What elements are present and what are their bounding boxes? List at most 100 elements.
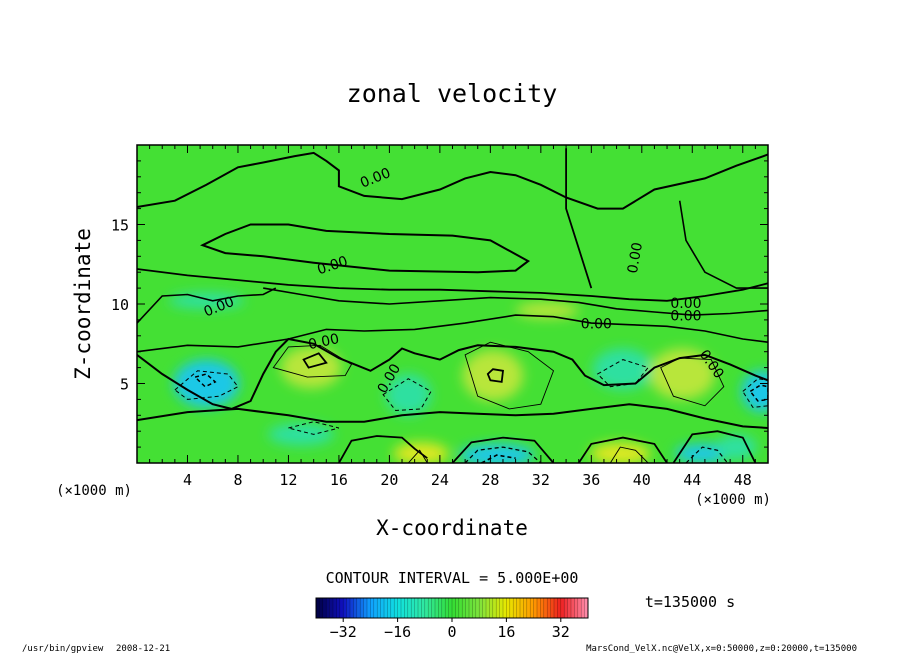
x-axis-ticks: 4 8 12 16 20 24 28 32 36 40 44 48 — [149, 145, 756, 489]
x-tick-label: 20 — [380, 471, 398, 489]
colorbar-cell — [428, 598, 432, 618]
contour-line — [382, 378, 432, 412]
contour-line — [486, 368, 504, 383]
colorbar-cell — [384, 598, 388, 618]
contour-line — [137, 314, 768, 353]
colorbar-cell — [513, 598, 517, 618]
contour-line — [272, 344, 353, 378]
colorbar-cell — [503, 598, 507, 618]
colorbar-cell — [472, 598, 477, 618]
colorbar-cell — [523, 598, 528, 618]
colorbar-cell — [326, 598, 330, 618]
colorbar-cell — [336, 598, 341, 618]
colorbar-cell — [360, 598, 364, 618]
field-blob — [649, 348, 715, 400]
field-blob — [716, 434, 757, 460]
x-tick-label: 4 — [183, 471, 192, 489]
colorbar-cell — [319, 598, 324, 618]
colorbar-cell — [346, 598, 351, 618]
colorbar-cell — [537, 598, 541, 618]
colorbar-cell — [574, 598, 579, 618]
colorbar-cell — [452, 598, 456, 618]
footer-source: MarsCond_VelX.nc@VelX,x=0:50000,z=0:2000… — [586, 644, 857, 654]
colorbar-cell — [516, 598, 521, 618]
colorbar-cell — [506, 598, 511, 618]
colorbar-cell — [482, 598, 487, 618]
colorbar-cell — [373, 598, 378, 618]
colorbar: −32 −16 0 16 32 — [315, 597, 589, 641]
colorbar-cell — [581, 598, 585, 618]
plot-area: 0.000.000.000.000.000.000.000.000.000.00… — [111, 144, 769, 489]
colorbar-cell — [418, 598, 422, 618]
x-axis-unit: (×1000 m) — [695, 492, 771, 508]
x-axis-label: X-coordinate — [376, 516, 528, 540]
y-axis-unit: (×1000 m) — [56, 483, 132, 499]
contour-line — [137, 151, 768, 210]
contour-line — [302, 352, 328, 369]
colorbar-cell — [533, 598, 538, 618]
colorbar-cell — [465, 598, 470, 618]
colorbar-cell — [584, 598, 589, 618]
contour-line — [193, 373, 217, 388]
contour-line — [200, 223, 531, 274]
colorbar-cell — [394, 598, 398, 618]
contour-label: 0.00 — [307, 331, 341, 353]
colorbar-cell — [367, 598, 371, 618]
contour-line — [660, 357, 725, 407]
field-blob — [590, 442, 651, 463]
colorbar-cell — [445, 598, 449, 618]
field-blob — [385, 373, 432, 416]
x-tick-label: 40 — [633, 471, 651, 489]
contour-label: 0.00 — [581, 317, 612, 333]
field-blob — [674, 443, 731, 463]
y-tick-label: 15 — [111, 217, 129, 235]
colorbar-cell — [424, 598, 429, 618]
field-blob — [168, 292, 245, 309]
x-tick-label: 12 — [279, 471, 297, 489]
contour-line — [577, 436, 668, 463]
colorbar-cell — [356, 598, 361, 618]
colorbar-cell — [438, 598, 443, 618]
contour-line — [749, 384, 768, 402]
colorbar-cell — [387, 598, 392, 618]
footer-program: /usr/bin/gpview — [22, 644, 104, 654]
colorbar-tick-label: −32 — [330, 623, 357, 641]
contour-line — [678, 200, 768, 289]
colorbar-cell — [401, 598, 405, 618]
field-blob — [462, 350, 524, 401]
contour-lines — [137, 148, 768, 463]
contour-line — [338, 435, 428, 463]
y-tick-label: 10 — [111, 296, 129, 314]
x-tick-label: 8 — [233, 471, 242, 489]
contour-label: 0.00 — [625, 241, 646, 274]
colorbar-cell — [550, 598, 555, 618]
colorbar-cell — [486, 598, 490, 618]
colorbar-cell — [557, 598, 562, 618]
colorbar-cell — [377, 598, 381, 618]
colorbar-cell — [496, 598, 500, 618]
colorbar-tick-label: 16 — [497, 623, 515, 641]
contour-label: 0.00 — [670, 296, 701, 312]
colorbar-cell — [509, 598, 514, 618]
contour-line — [137, 403, 768, 429]
colorbar-cell — [479, 598, 483, 618]
y-tick-label: 5 — [120, 376, 129, 394]
colorbar-cell — [492, 598, 497, 618]
colorbar-cell — [339, 598, 344, 618]
colorbar-cell — [322, 598, 327, 618]
contour-line — [481, 454, 516, 463]
colorbar-cell — [407, 598, 412, 618]
colorbar-cell — [363, 598, 368, 618]
colorbar-cell — [441, 598, 446, 618]
contour-line — [685, 446, 729, 463]
contour-line — [451, 436, 555, 463]
footer-date: 2008-12-21 — [116, 644, 170, 654]
colorbar-tick-label: 0 — [447, 623, 456, 641]
colorbar-cell — [560, 598, 565, 618]
colorbar-cells — [316, 598, 589, 618]
colorbar-cell — [455, 598, 460, 618]
contour-line — [174, 370, 239, 400]
colorbar-cell — [540, 598, 545, 618]
colorbar-cell — [564, 598, 568, 618]
